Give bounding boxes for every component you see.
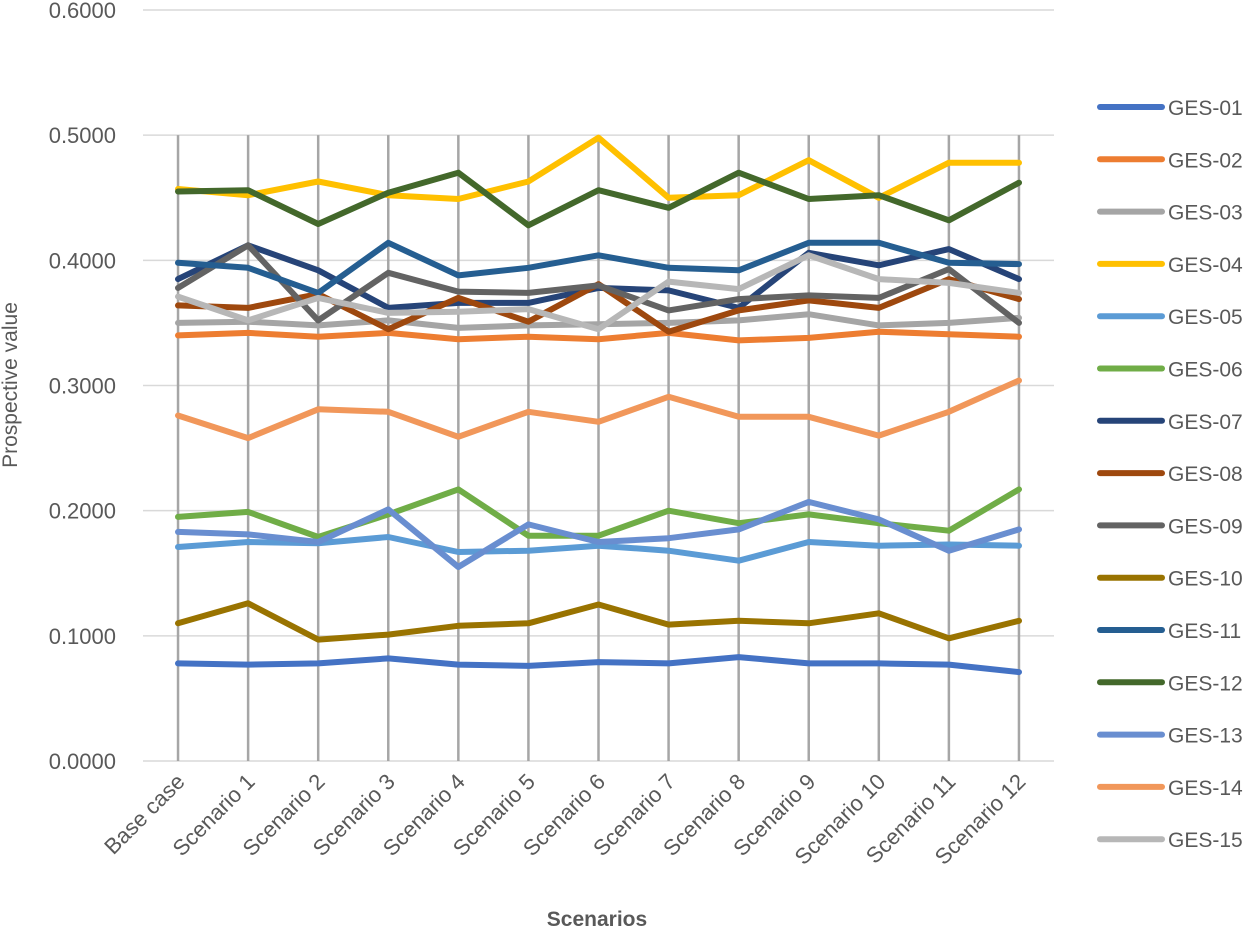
y-tick-label: 0.2000 bbox=[49, 499, 116, 524]
series-line-ges-15 bbox=[175, 252, 1022, 333]
legend-label: GES-11 bbox=[1168, 620, 1241, 643]
series-line-ges-12 bbox=[175, 169, 1022, 229]
legend-label: GES-15 bbox=[1168, 829, 1243, 852]
legend-label: GES-12 bbox=[1168, 672, 1243, 695]
legend-label: GES-14 bbox=[1168, 777, 1243, 800]
y-tick-label: 0.1000 bbox=[49, 624, 116, 649]
series-line-ges-09 bbox=[175, 242, 1022, 326]
legend-label: GES-06 bbox=[1168, 359, 1243, 382]
legend-label: GES-01 bbox=[1168, 97, 1243, 120]
series-line-ges-11 bbox=[175, 239, 1022, 296]
series-line-ges-10 bbox=[175, 600, 1022, 643]
y-tick-label: 0.3000 bbox=[49, 374, 116, 399]
series-line-ges-03 bbox=[175, 311, 1022, 331]
legend-label: GES-10 bbox=[1168, 568, 1243, 591]
x-axis-title: Scenarios bbox=[547, 908, 647, 931]
y-tick-label: 0.0000 bbox=[49, 749, 116, 774]
legend-label: GES-02 bbox=[1168, 149, 1243, 172]
series-line-ges-06 bbox=[175, 486, 1022, 540]
legend-label: GES-03 bbox=[1168, 202, 1243, 225]
grid-layer bbox=[143, 9, 1054, 762]
series-line-ges-14 bbox=[175, 377, 1022, 442]
y-tick-label: 0.4000 bbox=[49, 248, 116, 273]
series-layer bbox=[175, 134, 1022, 676]
y-axis-ticks: 0.0000 0.1000 0.2000 0.3000 0.4000 0.5000 0.60… bbox=[49, 0, 116, 774]
legend: GES-01 GES-02 GES-03 GES-04 GES-05 GES-06 GES-… bbox=[1097, 97, 1243, 852]
y-axis-title: Prospective value bbox=[0, 302, 22, 468]
legend-label: GES-13 bbox=[1168, 725, 1243, 748]
legend-label: GES-07 bbox=[1168, 411, 1243, 434]
y-tick-label: 0.6000 bbox=[49, 0, 116, 23]
legend-label: GES-04 bbox=[1168, 254, 1243, 277]
legend-label: GES-09 bbox=[1168, 515, 1243, 538]
legend-label: GES-08 bbox=[1168, 463, 1243, 486]
series-line-ges-02 bbox=[175, 328, 1022, 344]
y-tick-label: 0.5000 bbox=[49, 123, 116, 148]
series-line-ges-01 bbox=[175, 654, 1022, 676]
series-line-ges-13 bbox=[175, 498, 1022, 570]
legend-label: GES-05 bbox=[1168, 306, 1243, 329]
